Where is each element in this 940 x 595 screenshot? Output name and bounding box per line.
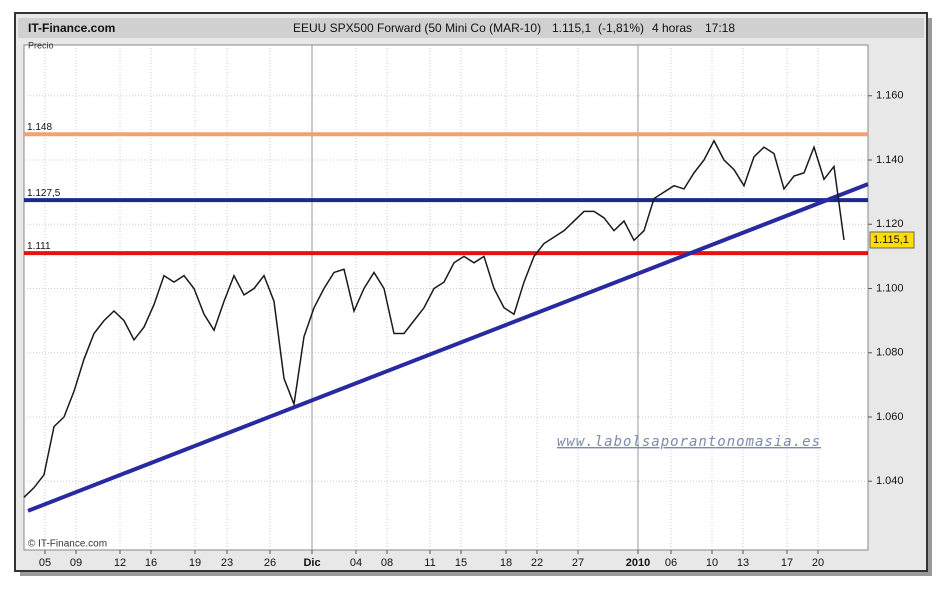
change: (-1,81%) — [598, 21, 644, 35]
x-tick-label: 2010 — [626, 557, 650, 569]
y-tick-label: 1.120 — [876, 218, 904, 230]
x-tick-label: 13 — [737, 557, 749, 569]
x-tick-label: 10 — [706, 557, 718, 569]
y-tick-label: 1.160 — [876, 90, 904, 102]
x-tick-label: 19 — [189, 557, 201, 569]
x-tick-label: 15 — [455, 557, 467, 569]
x-tick-label: 26 — [264, 557, 276, 569]
x-tick-label: 06 — [665, 557, 677, 569]
last-price-label: 1.115,1 — [873, 234, 909, 246]
site-name: IT-Finance.com — [28, 21, 115, 35]
copyright: © IT-Finance.com — [28, 539, 107, 550]
x-tick-label: 08 — [381, 557, 393, 569]
time: 17:18 — [705, 21, 735, 35]
y-tick-label: 1.060 — [876, 411, 904, 423]
x-tick-label: 09 — [70, 557, 82, 569]
plot-area — [23, 44, 869, 551]
x-tick-label: Dic — [303, 557, 320, 569]
x-tick-label: 16 — [145, 557, 157, 569]
y-tick-label: 1.040 — [876, 475, 904, 487]
period: 4 horas — [652, 21, 692, 35]
x-tick-label: 20 — [812, 557, 824, 569]
price-line — [23, 139, 845, 498]
x-tick-label: 27 — [572, 557, 584, 569]
chart-title: EEUU SPX500 Forward (50 Mini Co (MAR-10) — [293, 21, 541, 35]
x-tick-label: 18 — [500, 557, 512, 569]
x-tick-label: 05 — [39, 557, 51, 569]
x-tick-label: 17 — [781, 557, 793, 569]
header-bar — [18, 18, 924, 38]
level-label: 1.111 — [27, 241, 51, 252]
level-label: 1.127,5 — [27, 188, 61, 199]
level-label: 1.148 — [27, 122, 52, 133]
y-tick-label: 1.100 — [876, 282, 904, 294]
x-tick-label: 23 — [221, 557, 233, 569]
trendline — [27, 182, 869, 513]
y-label: Precio — [28, 40, 54, 50]
last-price: 1.115,1 — [552, 21, 591, 35]
last-price-box — [869, 231, 915, 249]
x-tick-label: 11 — [424, 557, 435, 569]
y-tick-label: 1.140 — [876, 154, 904, 166]
x-tick-label: 22 — [531, 557, 543, 569]
watermark: www.labolsaporantonomasia.es — [557, 434, 821, 450]
x-tick-label: 12 — [114, 557, 126, 569]
x-tick-label: 04 — [350, 557, 362, 569]
y-tick-label: 1.080 — [876, 347, 904, 359]
